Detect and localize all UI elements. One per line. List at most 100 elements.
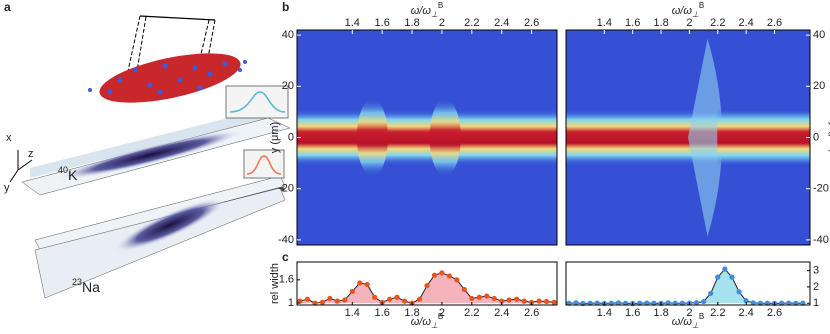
data-point xyxy=(701,298,707,305)
data-point xyxy=(484,293,490,299)
species-label: 40K xyxy=(58,165,78,182)
data-point xyxy=(594,300,600,306)
data-point xyxy=(743,298,749,304)
data-point xyxy=(446,273,453,279)
x-tick-label: 2 xyxy=(439,307,445,319)
data-point xyxy=(722,266,728,272)
label-sub: ⊥ xyxy=(431,321,438,329)
illustration xyxy=(9,15,291,299)
data-point xyxy=(349,288,355,295)
y-tick-label: 40 xyxy=(282,29,294,41)
panel-label: b xyxy=(282,0,289,14)
data-point xyxy=(551,299,557,305)
label-text: ω/ω xyxy=(672,316,693,328)
data-point xyxy=(297,298,303,304)
x-tick-label: 2.6 xyxy=(767,307,782,319)
y-tick-label: 1 xyxy=(813,297,819,309)
plot-background xyxy=(566,262,810,305)
x-tick-label: 2.6 xyxy=(524,17,539,29)
x-tick-label: 1.6 xyxy=(625,307,640,319)
data-point xyxy=(357,280,363,286)
data-point xyxy=(327,295,333,302)
heatmap-band xyxy=(717,109,810,166)
label-text: ω/ω xyxy=(411,5,432,17)
data-point xyxy=(416,296,423,302)
x-tick-label: 2.2 xyxy=(710,307,725,319)
data-point xyxy=(304,296,311,302)
data-point xyxy=(387,296,393,302)
x-tick-label: 1.8 xyxy=(653,307,668,319)
data-point xyxy=(439,270,445,276)
x-tick-label: 2 xyxy=(686,17,692,29)
y-tick-label: 0 xyxy=(288,131,294,143)
data-point xyxy=(543,298,550,305)
x-tick-label: 2 xyxy=(439,17,445,29)
data-point xyxy=(665,300,671,306)
fit-line xyxy=(568,268,803,305)
x-tick-label: 1.6 xyxy=(375,307,390,319)
y-axis-label: y (μm) xyxy=(828,122,830,153)
x-tick-label: 1.4 xyxy=(345,17,360,29)
x-tick-label: 1.8 xyxy=(404,307,419,319)
label-text: ω/ω xyxy=(672,5,693,17)
mass-number: 40 xyxy=(58,165,68,175)
panel-label: a xyxy=(4,0,11,14)
label-sup: B xyxy=(438,1,443,10)
data-point xyxy=(693,300,700,306)
x-tick-label: 2.4 xyxy=(494,307,509,319)
element: Na xyxy=(82,279,100,295)
frame xyxy=(565,261,811,306)
data-point xyxy=(476,294,482,300)
data-point xyxy=(644,300,650,306)
x-tick-label: 1.8 xyxy=(653,17,668,29)
x-tick-label: 2.2 xyxy=(464,307,479,319)
y-tick-label: 2 xyxy=(813,281,819,293)
y-tick-label: 3 xyxy=(813,265,819,277)
heatmap-feature xyxy=(356,98,388,177)
data-point xyxy=(401,298,408,304)
x-tick-label: 1.4 xyxy=(345,307,360,319)
x-tick-label: 2.2 xyxy=(464,17,479,29)
y-tick-label: 20 xyxy=(282,80,294,92)
y-tick-label: 40 xyxy=(813,29,825,41)
label-sup: B xyxy=(438,312,443,321)
x-tick-label: 2.4 xyxy=(739,17,754,29)
x-axis-label: ω/ω⊥B xyxy=(411,312,444,329)
x-tick-label: 2.2 xyxy=(710,17,725,29)
data-point xyxy=(514,296,520,302)
data-point xyxy=(364,281,370,288)
label-sub: ⊥ xyxy=(692,10,699,19)
x-axis-label: ω/ω⊥B xyxy=(672,312,705,329)
data-point xyxy=(469,295,475,302)
label-sub: ⊥ xyxy=(692,321,699,329)
data-point xyxy=(491,295,497,302)
y-axis-label: rel width xyxy=(269,263,281,304)
axis-name: z xyxy=(28,148,34,160)
x-tick-label: 2.4 xyxy=(739,307,754,319)
data-point xyxy=(342,297,348,303)
x-axis-label: ω/ω⊥B xyxy=(672,1,705,19)
data-point xyxy=(312,300,318,306)
y-tick-label: 20 xyxy=(813,80,825,92)
x-tick-label: 1.8 xyxy=(404,17,419,29)
panel-label: c xyxy=(282,250,289,264)
heatmap-feature xyxy=(688,38,723,237)
mass-number: 23 xyxy=(72,277,82,287)
data-point xyxy=(424,283,430,289)
data-point xyxy=(750,300,756,306)
data-point xyxy=(521,298,527,304)
x-tick-label: 2.6 xyxy=(524,307,539,319)
data-point xyxy=(319,299,326,305)
label-sub: ⊥ xyxy=(431,10,438,19)
data-point xyxy=(786,300,792,306)
x-tick-label: 1.4 xyxy=(597,17,612,29)
data-point xyxy=(506,297,512,303)
data-point xyxy=(499,298,505,304)
x-axis-label: ω/ω⊥B xyxy=(411,1,444,19)
data-point xyxy=(372,294,378,300)
data-point xyxy=(461,286,467,293)
y-tick-label: -40 xyxy=(813,234,829,246)
data-point xyxy=(708,290,714,297)
x-tick-label: 1.6 xyxy=(625,17,640,29)
